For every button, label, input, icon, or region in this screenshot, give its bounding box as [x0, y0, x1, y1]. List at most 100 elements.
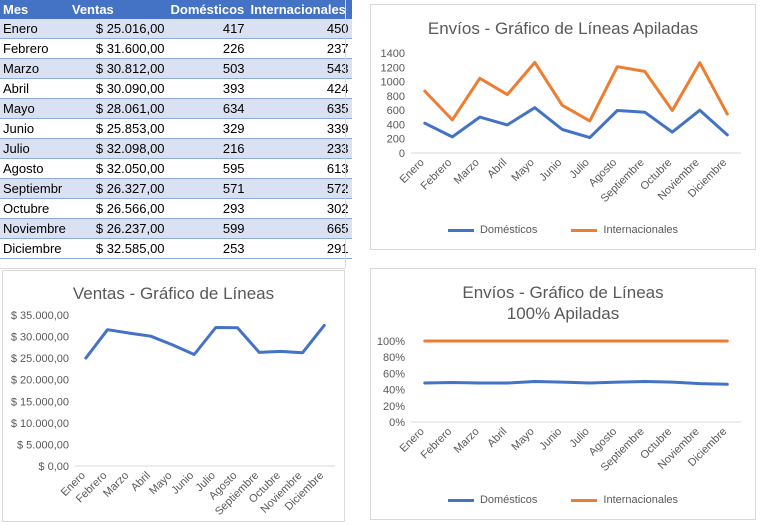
cell-domesticos[interactable]: 216 [167, 138, 248, 159]
cell-ventas[interactable]: $ 26.327,00 [68, 178, 168, 199]
cell-mes[interactable]: Octubre [0, 198, 69, 219]
x-tick-label: Junio [537, 426, 564, 453]
x-tick-label: Junio [169, 470, 196, 497]
legend-label: Internacionales [603, 494, 679, 506]
y-tick-label: $ 5.000,00 [17, 439, 69, 451]
cell-mes[interactable]: Abril [0, 78, 69, 99]
cell-ventas[interactable]: $ 31.600,00 [68, 38, 168, 59]
y-tick-label: $ 30.000,00 [11, 332, 69, 344]
cell-ventas[interactable]: $ 26.237,00 [68, 218, 168, 239]
cell-internacionales[interactable]: 302 [247, 198, 352, 219]
cell-ventas[interactable]: $ 25.853,00 [68, 118, 168, 139]
cell-internacionales[interactable]: 339 [247, 118, 352, 139]
x-tick-label: Mayo [147, 470, 175, 498]
cell-mes[interactable]: Julio [0, 138, 69, 159]
cell-internacionales[interactable]: 543 [247, 58, 352, 79]
x-tick-label: Mayo [509, 157, 537, 185]
legend-item-domesticos[interactable]: Domésticos [447, 224, 538, 236]
x-tick-label: Abril [485, 157, 509, 181]
table-row: Noviembre $ 26.237,00 599 665 [0, 218, 352, 239]
cell-mes[interactable]: Junio [0, 118, 69, 139]
cell-mes[interactable]: Marzo [0, 58, 69, 79]
cell-internacionales[interactable]: 450 [247, 19, 352, 39]
cell-ventas[interactable]: $ 32.585,00 [68, 238, 168, 259]
table-row: Marzo $ 30.812,00 503 543 [0, 58, 352, 79]
table-row: Septiembr $ 26.327,00 571 572 [0, 178, 352, 199]
x-tick-label: Febrero [419, 426, 455, 462]
chart-title-line-2: 100% Apiladas [506, 304, 620, 323]
cell-mes[interactable]: Mayo [0, 98, 69, 119]
cell-mes[interactable]: Agosto [0, 158, 69, 179]
cell-domesticos[interactable]: 634 [167, 98, 248, 119]
data-table: Mes Ventas Domésticos Internacionales En… [0, 0, 352, 259]
cell-mes[interactable]: Noviembre [0, 218, 69, 239]
legend-label: Internacionales [603, 224, 679, 236]
header-internacionales[interactable]: Internacionales [247, 0, 352, 19]
legend-item-internacionales[interactable]: Internacionales [571, 224, 678, 236]
cell-domesticos[interactable]: 599 [167, 218, 248, 239]
cell-ventas[interactable]: $ 30.812,00 [68, 58, 168, 79]
cell-ventas[interactable]: $ 30.090,00 [68, 78, 168, 99]
cell-mes[interactable]: Septiembr [0, 178, 69, 199]
legend-label: Domésticos [479, 494, 538, 506]
header-ventas[interactable]: Ventas [68, 0, 168, 19]
legend-label: Domésticos [479, 224, 538, 236]
cell-domesticos[interactable]: 293 [167, 198, 248, 219]
chart-legend: Domésticos Internacionales [371, 494, 755, 506]
y-tick-label: $ 25.000,00 [11, 353, 69, 365]
cell-internacionales[interactable]: 424 [247, 78, 352, 99]
chart-title: Ventas - Gráfico de Líneas [72, 284, 275, 303]
cell-domesticos[interactable]: 253 [167, 238, 248, 259]
y-tick-label: 400 [387, 119, 405, 131]
legend-item-domesticos[interactable]: Domésticos [447, 494, 538, 506]
y-tick-label: 20% [383, 401, 405, 413]
cell-internacionales[interactable]: 237 [247, 38, 352, 59]
cell-internacionales[interactable]: 665 [247, 218, 352, 239]
cell-internacionales[interactable]: 233 [247, 138, 352, 159]
table-row: Febrero $ 31.600,00 226 237 [0, 38, 352, 59]
legend-swatch-internacionales [571, 498, 598, 502]
chart-ventas-lines[interactable]: Ventas - Gráfico de Líneas $ 0,00 $ 5.000… [2, 270, 345, 522]
table-row: Agosto $ 32.050,00 595 613 [0, 158, 352, 179]
cell-domesticos[interactable]: 571 [167, 178, 248, 199]
header-mes[interactable]: Mes [0, 0, 69, 19]
cell-mes[interactable]: Diciembre [0, 238, 69, 259]
legend-item-internacionales[interactable]: Internacionales [571, 494, 678, 506]
cell-domesticos[interactable]: 417 [167, 19, 248, 39]
cell-domesticos[interactable]: 226 [167, 38, 248, 59]
x-tick-label: Mayo [509, 426, 537, 454]
cell-ventas[interactable]: $ 25.016,00 [68, 19, 168, 39]
table-header-row: Mes Ventas Domésticos Internacionales [0, 0, 352, 19]
cell-domesticos[interactable]: 595 [167, 158, 248, 179]
cell-ventas[interactable]: $ 28.061,00 [68, 98, 168, 119]
table-row: Octubre $ 26.566,00 293 302 [0, 198, 352, 219]
cell-internacionales[interactable]: 635 [247, 98, 352, 119]
cell-ventas[interactable]: $ 26.566,00 [68, 198, 168, 219]
cell-ventas[interactable]: $ 32.098,00 [68, 138, 168, 159]
cell-domesticos[interactable]: 393 [167, 78, 248, 99]
cell-domesticos[interactable]: 503 [167, 58, 248, 79]
column-border [345, 0, 346, 268]
series-line-domesticos [423, 106, 729, 140]
chart-percent-stacked-lines[interactable]: Envíos - Gráfico de Líneas 100% Apiladas… [370, 268, 756, 520]
table-row: Mayo $ 28.061,00 634 635 [0, 98, 352, 119]
cell-internacionales[interactable]: 572 [247, 178, 352, 199]
cell-domesticos[interactable]: 329 [167, 118, 248, 139]
cell-internacionales[interactable]: 291 [247, 238, 352, 259]
cell-ventas[interactable]: $ 32.050,00 [68, 158, 168, 179]
cell-mes[interactable]: Enero [0, 19, 69, 39]
legend-swatch-internacionales [571, 228, 598, 232]
y-tick-label: $ 10.000,00 [11, 418, 69, 430]
header-domesticos[interactable]: Domésticos [167, 0, 248, 19]
y-tick-label: 60% [383, 368, 405, 380]
cell-mes[interactable]: Febrero [0, 38, 69, 59]
cell-internacionales[interactable]: 613 [247, 158, 352, 179]
series-line-domesticos [84, 323, 326, 360]
y-tick-label: $ 0,00 [38, 461, 69, 473]
table-row: Enero $ 25.016,00 417 450 [0, 19, 352, 39]
x-tick-label: Marzo [452, 426, 482, 456]
y-tick-label: 80% [383, 352, 405, 364]
x-tick-label: Julio [567, 426, 591, 450]
chart-stacked-lines[interactable]: Envíos - Gráfico de Líneas Apiladas 0 200… [370, 4, 756, 250]
